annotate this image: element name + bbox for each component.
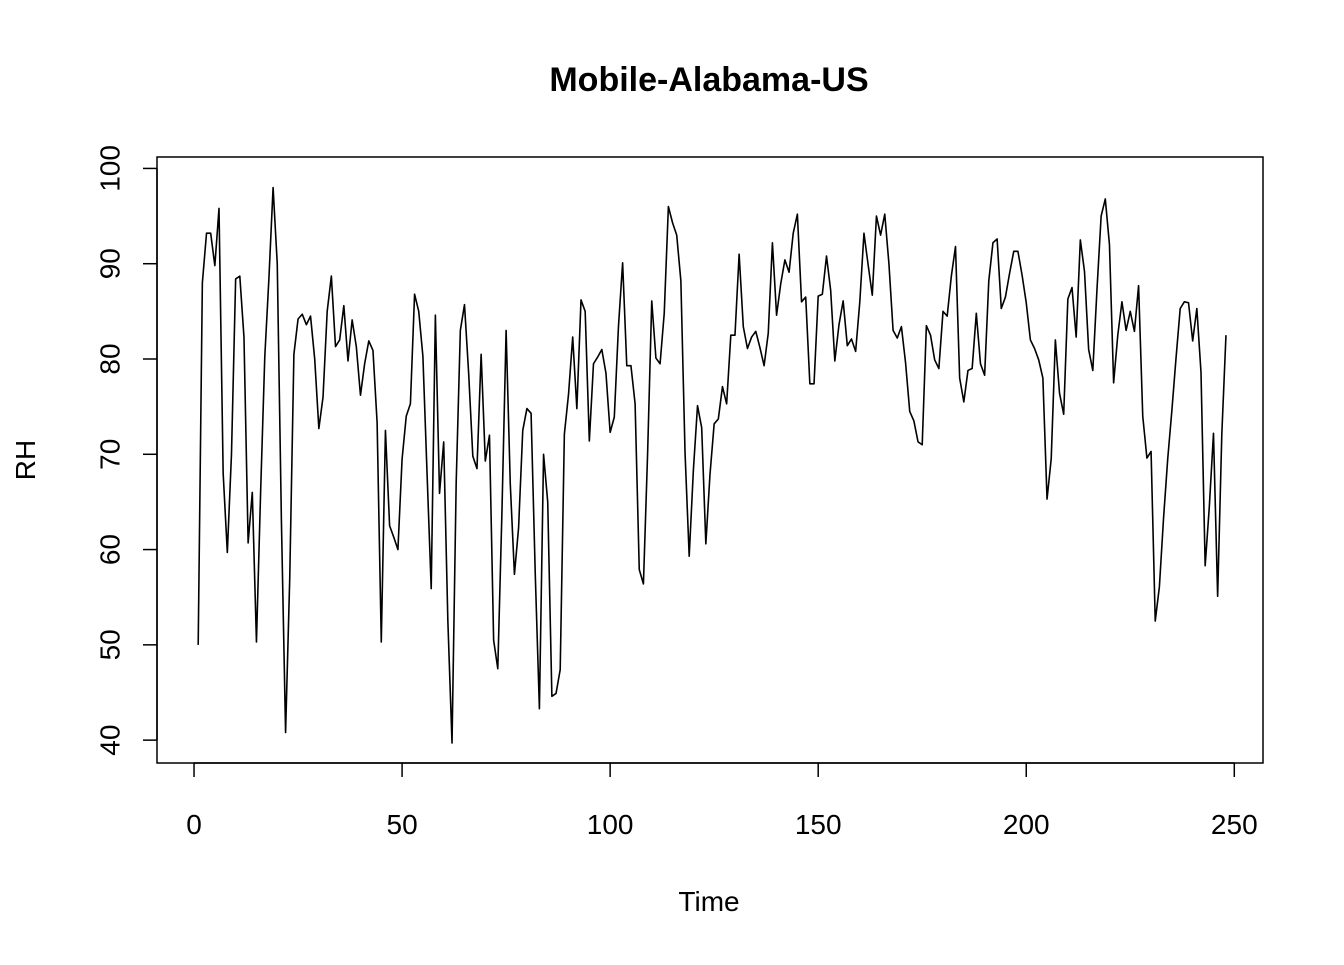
x-tick-label: 200 [1003,809,1050,840]
y-tick-label: 40 [95,725,126,756]
x-tick-label: 50 [387,809,418,840]
y-tick-label: 100 [95,145,126,192]
plot-frame [156,156,1264,764]
y-tick-label: 60 [95,534,126,565]
chart-title: Mobile-Alabama-US [549,61,868,99]
y-tick-label: 70 [95,439,126,470]
series-layer [197,186,1227,744]
y-axis-label: RH [10,440,41,480]
y-tick-label: 50 [95,629,126,660]
y-tick-label: 90 [95,248,126,279]
x-tick-label: 0 [186,809,202,840]
y-axis: 40 50 60 70 80 90 100 [95,145,158,756]
x-axis: 0 50 100 150 200 250 [186,762,1258,840]
x-tick-label: 100 [587,809,634,840]
x-axis-label: Time [678,886,739,917]
series-line [197,186,1227,744]
y-tick-label: 80 [95,343,126,374]
x-tick-label: 250 [1211,809,1258,840]
x-tick-label: 150 [795,809,842,840]
